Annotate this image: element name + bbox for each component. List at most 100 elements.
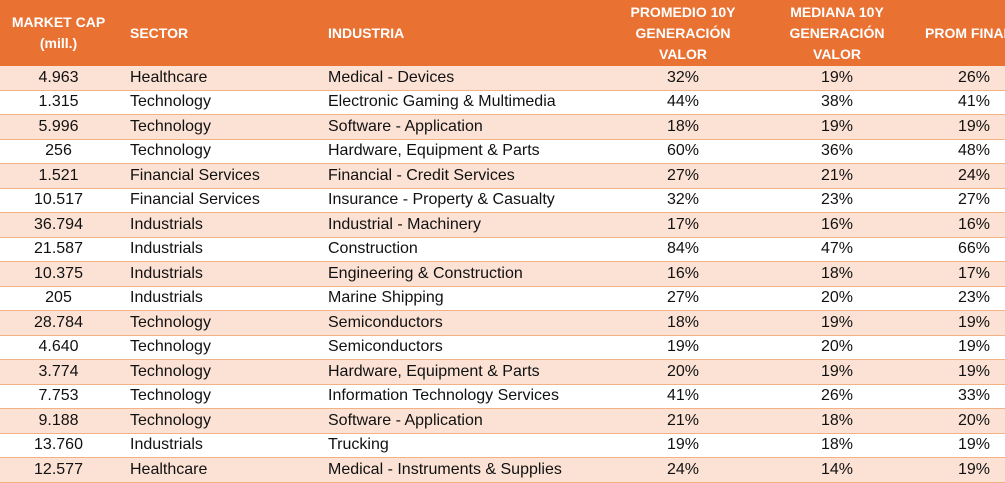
promedio-cell[interactable]: 32% [610,188,756,213]
sector-cell[interactable]: Industrials [117,433,315,458]
prom-final-cell[interactable]: 20% [918,408,1005,434]
industria-cell[interactable]: Software - Application [315,114,610,140]
mediana-cell[interactable]: 20% [756,335,918,360]
industria-cell[interactable]: Hardware, Equipment & Parts [315,139,610,164]
prom-final-cell[interactable]: 33% [918,384,1005,409]
promedio-cell[interactable]: 16% [610,261,756,287]
mediana-cell[interactable]: 14% [756,457,918,483]
market-cap-cell[interactable]: 21.587 [0,237,117,262]
industria-cell[interactable]: Medical - Devices [315,66,610,91]
sector-cell[interactable]: Technology [117,408,315,434]
promedio-cell[interactable]: 20% [610,359,756,385]
sector-cell[interactable]: Healthcare [117,457,315,483]
promedio-cell[interactable]: 19% [610,433,756,458]
industria-cell[interactable]: Semiconductors [315,335,610,360]
market-cap-cell[interactable]: 12.577 [0,457,117,483]
market-cap-cell[interactable]: 1.521 [0,163,117,189]
prom-final-cell[interactable]: 19% [918,359,1005,385]
sector-cell[interactable]: Technology [117,114,315,140]
prom-final-cell[interactable]: 24% [918,163,1005,189]
prom-final-cell[interactable]: 48% [918,139,1005,164]
mediana-cell[interactable]: 19% [756,66,918,91]
promedio-cell[interactable]: 27% [610,286,756,311]
mediana-cell[interactable]: 19% [756,114,918,140]
prom-final-cell[interactable]: 19% [918,457,1005,483]
market-cap-cell[interactable]: 10.517 [0,188,117,213]
prom-final-cell[interactable]: 27% [918,188,1005,213]
sector-cell[interactable]: Industrials [117,286,315,311]
mediana-cell[interactable]: 18% [756,433,918,458]
industria-cell[interactable]: Insurance - Property & Casualty [315,188,610,213]
industria-cell[interactable]: Financial - Credit Services [315,163,610,189]
industria-cell[interactable]: Construction [315,237,610,262]
mediana-cell[interactable]: 18% [756,408,918,434]
mediana-cell[interactable]: 26% [756,384,918,409]
header-market-cap[interactable]: MARKET CAP (mill.) [0,0,117,66]
industria-cell[interactable]: Software - Application [315,408,610,434]
prom-final-cell[interactable]: 19% [918,335,1005,360]
industria-cell[interactable]: Semiconductors [315,310,610,336]
prom-final-cell[interactable]: 19% [918,114,1005,140]
mediana-cell[interactable]: 47% [756,237,918,262]
sector-cell[interactable]: Technology [117,359,315,385]
mediana-cell[interactable]: 18% [756,261,918,287]
promedio-cell[interactable]: 32% [610,66,756,91]
promedio-cell[interactable]: 18% [610,114,756,140]
sector-cell[interactable]: Industrials [117,212,315,238]
promedio-cell[interactable]: 24% [610,457,756,483]
mediana-cell[interactable]: 23% [756,188,918,213]
prom-final-cell[interactable]: 17% [918,261,1005,287]
mediana-cell[interactable]: 21% [756,163,918,189]
promedio-cell[interactable]: 60% [610,139,756,164]
mediana-cell[interactable]: 38% [756,90,918,115]
sector-cell[interactable]: Technology [117,139,315,164]
sector-cell[interactable]: Technology [117,90,315,115]
header-promedio[interactable]: PROMEDIO 10Y GENERACIÓN VALOR [610,0,756,66]
promedio-cell[interactable]: 44% [610,90,756,115]
market-cap-cell[interactable]: 3.774 [0,359,117,385]
sector-cell[interactable]: Technology [117,335,315,360]
sector-cell[interactable]: Industrials [117,237,315,262]
prom-final-cell[interactable]: 23% [918,286,1005,311]
industria-cell[interactable]: Hardware, Equipment & Parts [315,359,610,385]
promedio-cell[interactable]: 84% [610,237,756,262]
promedio-cell[interactable]: 41% [610,384,756,409]
industria-cell[interactable]: Information Technology Services [315,384,610,409]
prom-final-cell[interactable]: 41% [918,90,1005,115]
industria-cell[interactable]: Engineering & Construction [315,261,610,287]
market-cap-cell[interactable]: 4.963 [0,66,117,91]
market-cap-cell[interactable]: 7.753 [0,384,117,409]
mediana-cell[interactable]: 20% [756,286,918,311]
sector-cell[interactable]: Financial Services [117,163,315,189]
sector-cell[interactable]: Technology [117,384,315,409]
header-mediana[interactable]: MEDIANA 10Y GENERACIÓN VALOR [756,0,918,66]
header-sector[interactable]: SECTOR [117,0,315,66]
industria-cell[interactable]: Trucking [315,433,610,458]
market-cap-cell[interactable]: 256 [0,139,117,164]
market-cap-cell[interactable]: 28.784 [0,310,117,336]
market-cap-cell[interactable]: 5.996 [0,114,117,140]
prom-final-cell[interactable]: 19% [918,310,1005,336]
mediana-cell[interactable]: 16% [756,212,918,238]
industria-cell[interactable]: Electronic Gaming & Multimedia [315,90,610,115]
sector-cell[interactable]: Industrials [117,261,315,287]
mediana-cell[interactable]: 36% [756,139,918,164]
industria-cell[interactable]: Industrial - Machinery [315,212,610,238]
market-cap-cell[interactable]: 205 [0,286,117,311]
market-cap-cell[interactable]: 13.760 [0,433,117,458]
mediana-cell[interactable]: 19% [756,310,918,336]
promedio-cell[interactable]: 27% [610,163,756,189]
industria-cell[interactable]: Medical - Instruments & Supplies [315,457,610,483]
promedio-cell[interactable]: 19% [610,335,756,360]
mediana-cell[interactable]: 19% [756,359,918,385]
promedio-cell[interactable]: 17% [610,212,756,238]
market-cap-cell[interactable]: 9.188 [0,408,117,434]
sector-cell[interactable]: Healthcare [117,66,315,91]
market-cap-cell[interactable]: 36.794 [0,212,117,238]
prom-final-cell[interactable]: 26% [918,66,1005,91]
prom-final-cell[interactable]: 66% [918,237,1005,262]
header-prom-final[interactable]: PROM FINAL [918,0,1005,66]
promedio-cell[interactable]: 18% [610,310,756,336]
market-cap-cell[interactable]: 1.315 [0,90,117,115]
sector-cell[interactable]: Technology [117,310,315,336]
